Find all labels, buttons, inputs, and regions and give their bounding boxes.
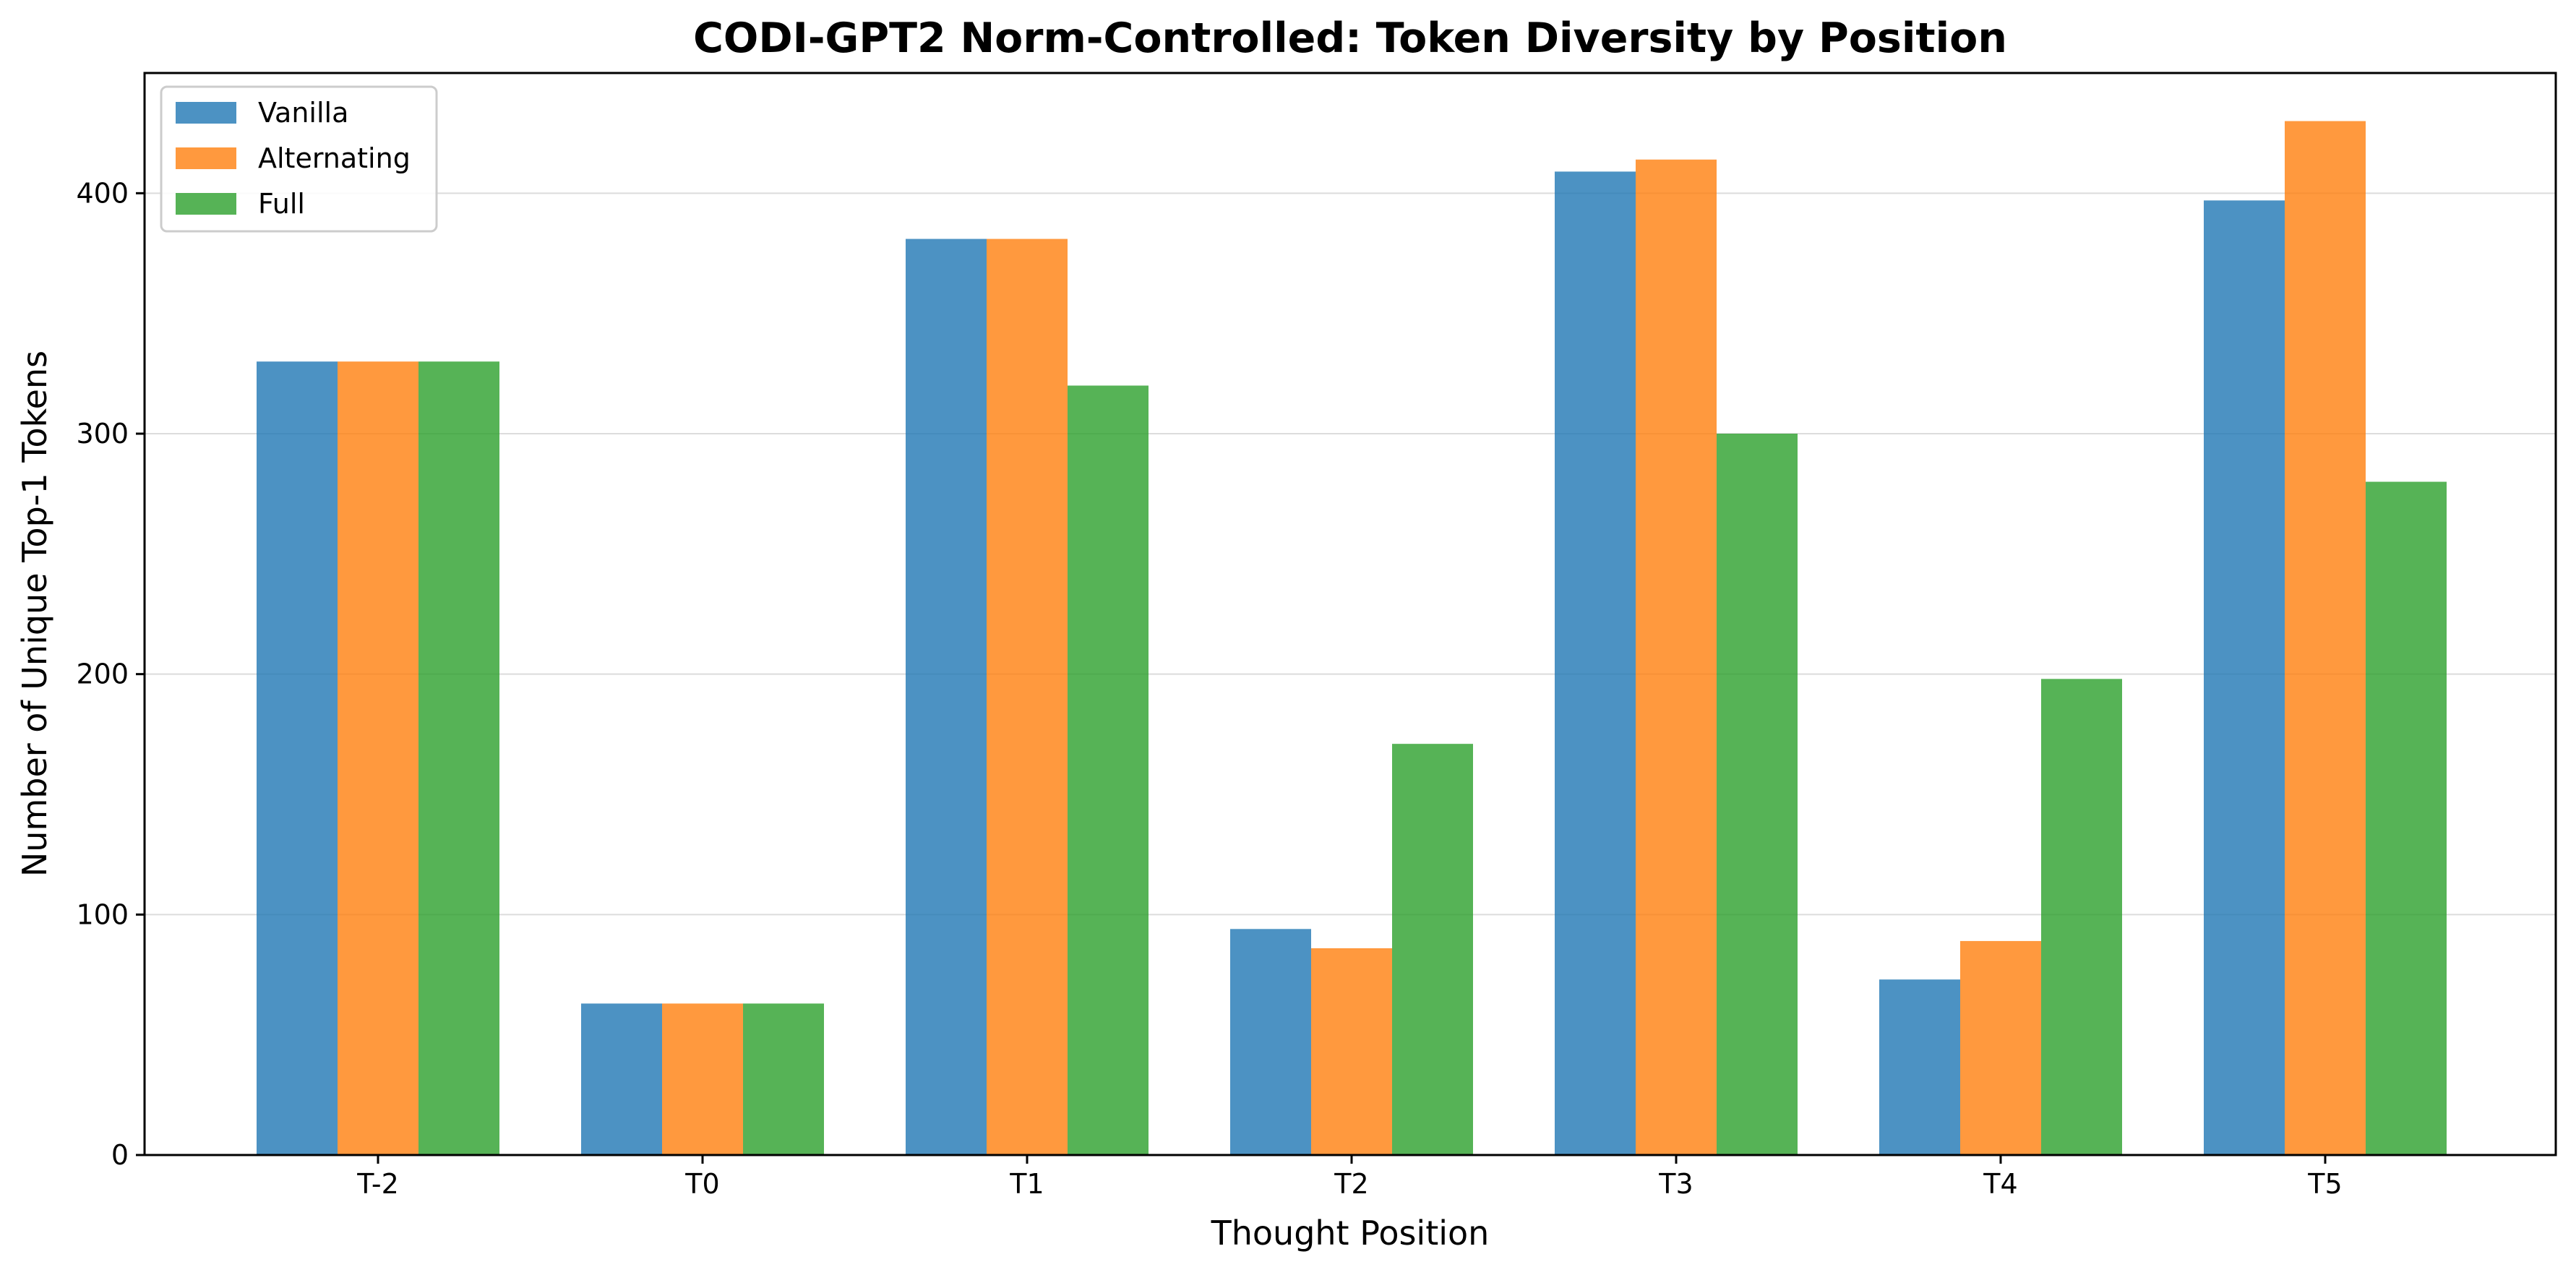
legend-swatch-alternating xyxy=(176,147,236,169)
gridlines xyxy=(145,192,2556,916)
bar-full-t1 xyxy=(1068,385,1149,1155)
bar-vanilla-t0 xyxy=(581,1003,662,1155)
y-axis: 0 100 200 300 400 xyxy=(76,177,145,1171)
bar-vanilla-t-2 xyxy=(257,361,338,1156)
bar-alternating-t1 xyxy=(987,239,1068,1155)
plot-frame xyxy=(143,72,2557,1156)
bar-full-t5 xyxy=(2366,481,2447,1155)
bar-full-t3 xyxy=(1717,434,1798,1155)
bar-vanilla-t3 xyxy=(1555,171,1636,1156)
bar-vanilla-t4 xyxy=(1879,979,1960,1155)
bar-full-t2 xyxy=(1392,744,1473,1155)
legend-label-alternating: Alternating xyxy=(258,142,411,174)
bar-alternating-t5 xyxy=(2285,121,2366,1156)
legend-label-vanilla: Vanilla xyxy=(258,97,348,129)
chart-title: CODI-GPT2 Norm-Controlled: Token Diversi… xyxy=(693,14,2007,62)
y-tick-label: 0 xyxy=(111,1139,129,1171)
x-tick-label: T2 xyxy=(1334,1168,1368,1200)
bar-alternating-t2 xyxy=(1311,948,1392,1155)
y-axis-label: Number of Unique Top-1 Tokens xyxy=(15,351,54,877)
y-tick-label: 100 xyxy=(76,898,129,930)
legend: Vanilla Alternating Full xyxy=(160,85,438,233)
bar-full-t4 xyxy=(2041,679,2122,1155)
bar-vanilla-t5 xyxy=(2204,200,2285,1155)
bar-full-t0 xyxy=(743,1003,824,1155)
bar-vanilla-t2 xyxy=(1230,929,1311,1155)
legend-label-full: Full xyxy=(258,188,305,220)
x-axis: T-2 T0 T1 T2 T3 T4 T5 xyxy=(356,1155,2343,1200)
bar-full-t-2 xyxy=(418,361,499,1156)
bar-alternating-t-2 xyxy=(338,361,418,1156)
y-tick-label: 200 xyxy=(76,658,129,690)
x-tick-label: T4 xyxy=(1983,1168,2017,1200)
bar-alternating-t3 xyxy=(1636,159,1717,1155)
x-tick-label: T-2 xyxy=(356,1168,399,1200)
x-tick-label: T3 xyxy=(1658,1168,1693,1200)
x-axis-label: Thought Position xyxy=(1211,1214,1490,1253)
legend-swatch-full xyxy=(176,193,236,215)
legend-swatch-vanilla xyxy=(176,102,236,124)
bar-vanilla-t1 xyxy=(906,239,987,1155)
bars xyxy=(257,121,2447,1156)
bar-alternating-t0 xyxy=(662,1003,743,1155)
x-tick-label: T1 xyxy=(1009,1168,1044,1200)
bar-alternating-t4 xyxy=(1960,940,2041,1155)
y-tick-label: 300 xyxy=(76,418,129,450)
y-tick-label: 400 xyxy=(76,177,129,209)
x-tick-label: T0 xyxy=(684,1168,719,1200)
x-tick-label: T5 xyxy=(2307,1168,2342,1200)
